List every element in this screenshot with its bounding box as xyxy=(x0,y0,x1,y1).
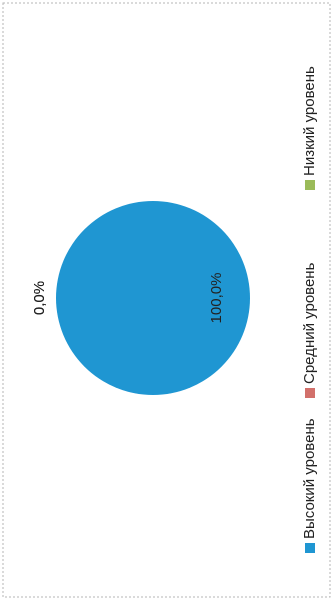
data-label: 0,0% xyxy=(31,281,48,315)
legend-swatch xyxy=(305,543,315,553)
legend-label: Высокий уровень xyxy=(301,418,318,539)
data-label: 100,0% xyxy=(208,273,225,324)
chart-frame xyxy=(2,2,331,598)
pie-slice xyxy=(56,201,250,395)
data-label: 0,0% xyxy=(31,281,48,315)
legend-swatch xyxy=(305,180,315,190)
legend-swatch xyxy=(305,388,315,398)
legend-label: Средний уровень xyxy=(301,262,318,384)
legend-label: Низкий уровень xyxy=(301,66,318,176)
